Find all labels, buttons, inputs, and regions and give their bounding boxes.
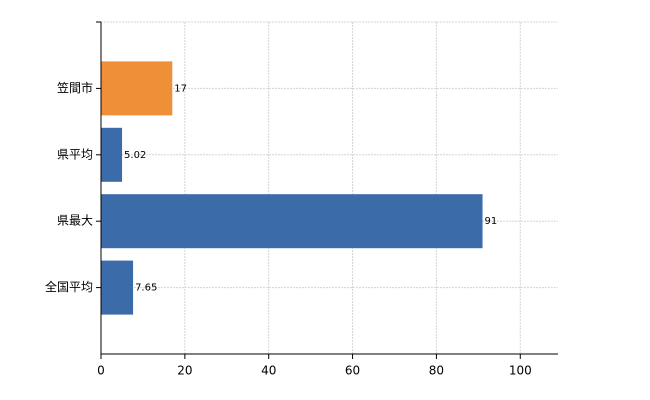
data-label: 5.02 bbox=[124, 150, 146, 161]
y-tick-label: 県最大 bbox=[57, 214, 93, 228]
y-tick-label: 県平均 bbox=[57, 147, 93, 161]
y-tick-label: 全国平均 bbox=[45, 279, 93, 294]
bar bbox=[101, 61, 173, 116]
y-tick-label: 笠間市 bbox=[57, 80, 93, 95]
x-tick-label: 0 bbox=[97, 364, 105, 378]
x-tick-label: 80 bbox=[429, 364, 444, 378]
x-tick-label: 60 bbox=[345, 364, 360, 378]
x-tick-label: 20 bbox=[177, 364, 192, 378]
x-tick-label: 100 bbox=[509, 364, 532, 378]
bar bbox=[101, 260, 134, 315]
data-label: 7.65 bbox=[135, 283, 157, 294]
bar bbox=[101, 127, 123, 182]
data-label: 17 bbox=[174, 83, 187, 94]
x-tick-label: 40 bbox=[261, 364, 276, 378]
data-label: 91 bbox=[485, 216, 498, 227]
bar bbox=[101, 194, 483, 249]
